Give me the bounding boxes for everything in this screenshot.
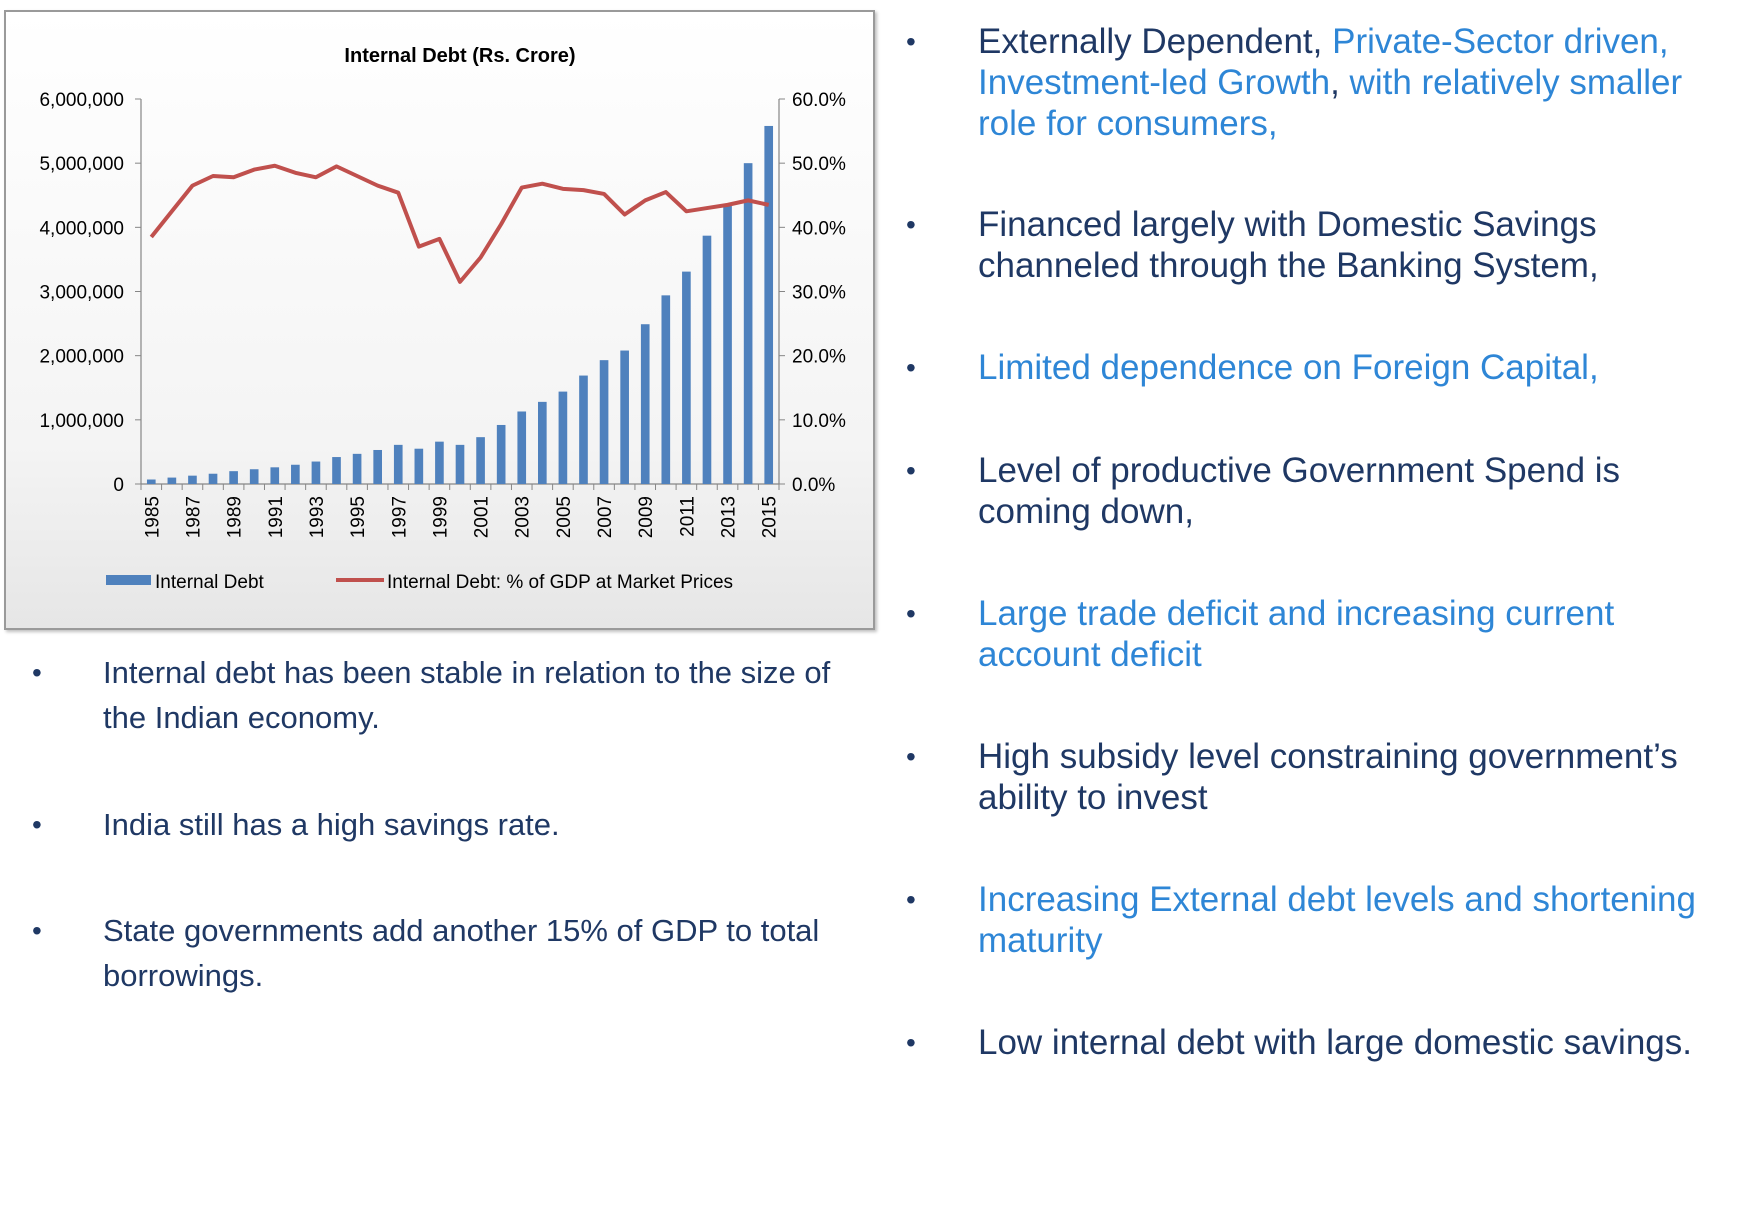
x-tick-label: 2003	[513, 496, 534, 538]
right-bullet-text: High subsidy level constraining governme…	[978, 737, 1678, 817]
bar-internal-debt	[249, 469, 259, 484]
bar-internal-debt	[373, 449, 382, 484]
bar-internal-debt	[640, 324, 650, 484]
bar-internal-debt	[167, 477, 177, 484]
bullet-marker: •	[906, 455, 916, 486]
y-right-tick-label: 30.0%	[792, 283, 846, 304]
bar-internal-debt	[620, 350, 629, 484]
bar-internal-debt	[332, 457, 341, 484]
y-right-tick-label: 0.0%	[792, 475, 835, 496]
bullet-marker: •	[906, 26, 916, 57]
bar-internal-debt	[579, 375, 588, 484]
left-bullet-text: Internal debt has been stable in relatio…	[103, 655, 831, 735]
bullet-marker: •	[32, 657, 42, 688]
bar-internal-debt	[311, 461, 321, 484]
y-left-tick-label: 1,000,000	[39, 411, 124, 432]
bar-internal-debt	[146, 479, 156, 484]
bar-internal-debt	[496, 424, 506, 484]
left-bullet-text: State governments add another 15% of GDP…	[103, 913, 820, 993]
right-bullet-text: Limited dependence on Foreign Capital,	[978, 348, 1599, 387]
bar-internal-debt	[229, 471, 238, 484]
bar-internal-debt	[188, 475, 197, 484]
bar-internal-debt	[538, 401, 547, 484]
y-left-tick-label: 4,000,000	[39, 218, 124, 239]
y-left-tick-label: 0	[113, 475, 124, 496]
bar-internal-debt	[208, 473, 218, 484]
y-right-tick-label: 60.0%	[792, 90, 846, 111]
bullet-marker: •	[906, 352, 916, 383]
x-tick-label: 1995	[348, 496, 369, 538]
legend-label-internal-debt: Internal Debt	[155, 572, 265, 593]
y-left-tick-label: 3,000,000	[39, 283, 124, 304]
bar-internal-debt	[743, 163, 753, 484]
x-tick-label: 2013	[719, 496, 740, 538]
y-right-tick-label: 10.0%	[792, 411, 846, 432]
bullet-marker: •	[906, 884, 916, 915]
bar-internal-debt	[517, 411, 527, 484]
line-internal-debt-pct-gdp	[149, 163, 770, 284]
legend-swatch-bar	[106, 575, 151, 585]
right-bullet-text: Level of productive Government Spend is …	[978, 451, 1621, 531]
text-segment: Externally Dependent,	[978, 22, 1333, 61]
x-tick-label: 1997	[389, 496, 410, 538]
x-tick-label: 2015	[760, 496, 781, 538]
y-right-tick-label: 50.0%	[792, 154, 846, 175]
x-tick-label: 1999	[430, 496, 451, 538]
bar-internal-debt	[435, 441, 444, 484]
right-bullet-text: Externally Dependent, Private-Sector dri…	[978, 21, 1718, 144]
bullet-marker: •	[906, 209, 916, 240]
bullet-marker: •	[906, 598, 916, 629]
x-tick-label: 2007	[595, 496, 616, 538]
y-left-tick-label: 2,000,000	[39, 347, 124, 368]
right-bullet-text: Low internal debt with large domestic sa…	[978, 1023, 1692, 1062]
bar-internal-debt	[661, 295, 671, 484]
bullet-marker: •	[32, 809, 42, 840]
bar-internal-debt	[702, 235, 712, 484]
text-segment: ,	[1330, 63, 1350, 102]
bullet-marker: •	[32, 915, 42, 946]
bar-internal-debt	[270, 467, 280, 484]
x-tick-label: 2005	[554, 496, 575, 538]
legend-label-pct-gdp: Internal Debt: % of GDP at Market Prices	[387, 572, 733, 593]
y-left-tick-label: 6,000,000	[39, 90, 124, 111]
x-tick-label: 2009	[636, 496, 657, 538]
bar-internal-debt	[599, 360, 609, 484]
bar-internal-debt	[291, 464, 300, 484]
bullet-marker: •	[906, 1027, 916, 1058]
x-tick-label: 1993	[307, 496, 328, 538]
right-bullet-text: Increasing External debt levels and shor…	[978, 880, 1696, 960]
y-left-tick-label: 5,000,000	[39, 154, 124, 175]
x-tick-label: 1987	[183, 496, 204, 538]
bullet-marker: •	[906, 741, 916, 772]
bar-internal-debt	[455, 444, 465, 484]
bar-internal-debt	[764, 125, 774, 484]
bar-internal-debt	[393, 444, 403, 484]
bar-internal-debt	[723, 203, 732, 484]
x-tick-label: 2011	[677, 496, 698, 537]
internal-debt-chart: Internal Debt (Rs. Crore) 6,000,000 60.0% 5…	[39, 45, 846, 593]
x-tick-label: 1991	[266, 496, 287, 538]
bar-internal-debt	[682, 271, 691, 484]
x-tick-label: 2001	[472, 496, 493, 538]
right-bullet-text: Financed largely with Domestic Savings c…	[978, 205, 1599, 285]
left-bullet-text: India still has a high savings rate.	[103, 807, 560, 842]
chart-panel: Internal Debt (Rs. Crore) 6,000,000 60.0% 5…	[4, 10, 875, 630]
bar-internal-debt	[414, 448, 424, 484]
y-right-tick-label: 20.0%	[792, 347, 846, 368]
chart-title: Internal Debt (Rs. Crore)	[344, 45, 575, 67]
bar-internal-debt	[476, 437, 485, 484]
y-right-tick-label: 40.0%	[792, 218, 846, 239]
x-tick-label: 1989	[225, 496, 246, 538]
text-segment: Private-Sector driven, Investment-led Gr…	[978, 22, 1669, 102]
bar-internal-debt	[352, 453, 362, 484]
text-segment: with relatively smaller role for consume…	[978, 63, 1683, 143]
bar-internal-debt	[558, 391, 568, 484]
x-tick-label: 1985	[142, 496, 163, 538]
right-bullet-text: Large trade deficit and increasing curre…	[978, 594, 1615, 674]
